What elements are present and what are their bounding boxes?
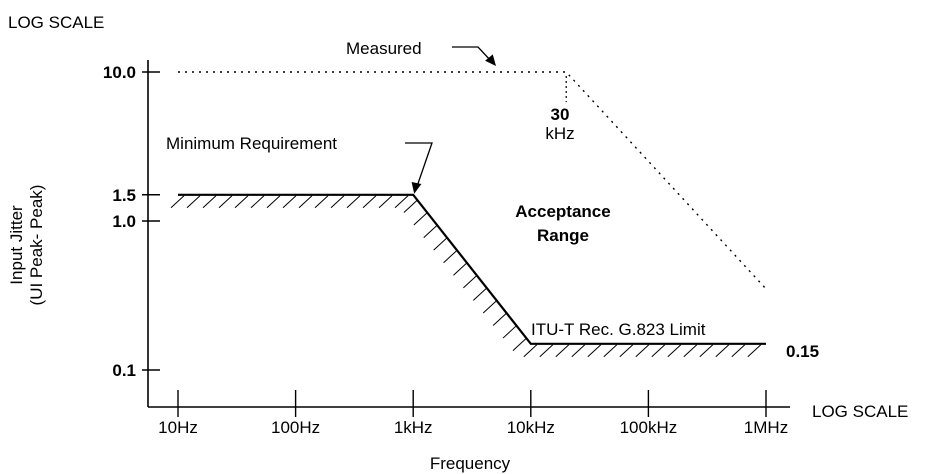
hatch-stroke xyxy=(170,195,185,209)
hatch-stroke xyxy=(218,195,233,209)
corner-frequency-unit: kHz xyxy=(545,124,574,143)
end-value-label: 0.15 xyxy=(786,342,819,361)
hatch-stroke xyxy=(472,288,487,301)
hatch-stroke xyxy=(346,195,361,209)
measured-label: Measured xyxy=(346,39,422,58)
y-tick-label: 0.1 xyxy=(112,361,136,380)
y-tick-label: 10.0 xyxy=(103,63,136,82)
hatch-stroke xyxy=(651,344,666,358)
hatch-stroke xyxy=(699,344,714,358)
hatch-layer xyxy=(170,195,762,358)
hatch-stroke xyxy=(747,344,762,358)
hatch-stroke xyxy=(715,344,730,358)
minimum-arrow-head xyxy=(411,181,422,194)
itu-limit-label: ITU-T Rec. G.823 Limit xyxy=(531,320,706,339)
hatch-stroke xyxy=(266,195,281,209)
y-tick-label: 1.0 xyxy=(112,212,136,231)
hatch-stroke xyxy=(250,195,265,209)
hatch-stroke xyxy=(433,237,447,251)
hatch-stroke xyxy=(234,195,249,209)
hatch-stroke xyxy=(314,195,329,209)
hatch-stroke xyxy=(512,338,527,351)
hatch-stroke xyxy=(423,225,438,238)
hatch-stroke xyxy=(603,344,618,358)
x-tick-label: 10kHz xyxy=(507,418,555,437)
hatch-stroke xyxy=(667,344,682,358)
hatch-stroke xyxy=(555,344,570,358)
hatch-stroke xyxy=(298,195,313,209)
hatch-stroke xyxy=(394,195,409,209)
hatch-stroke xyxy=(539,344,554,358)
hatch-stroke xyxy=(330,195,345,209)
measured-curve xyxy=(178,71,767,290)
series-layer xyxy=(178,71,767,345)
hatch-stroke xyxy=(683,344,698,358)
x-tick-label: 10Hz xyxy=(158,418,198,437)
x-scale-label: LOG SCALE xyxy=(812,402,908,421)
y-scale-label: LOG SCALE xyxy=(8,13,104,32)
hatch-stroke xyxy=(571,344,586,358)
minimum-requirement-label: Minimum Requirement xyxy=(166,134,337,153)
x-tick-label: 1MHz xyxy=(744,418,788,437)
hatch-stroke xyxy=(502,325,517,339)
x-tick-label: 1kHz xyxy=(394,418,433,437)
acceptance-range-label-line2: Range xyxy=(537,226,589,245)
hatch-stroke xyxy=(403,200,418,213)
hatch-stroke xyxy=(619,344,634,358)
minimum-arrow-line xyxy=(405,142,433,189)
measured-arrow-line xyxy=(452,46,493,63)
hatch-stroke xyxy=(453,262,467,276)
hatch-stroke xyxy=(202,195,217,209)
hatch-stroke xyxy=(523,344,538,358)
hatch-stroke xyxy=(482,300,497,314)
hatch-stroke xyxy=(463,275,477,289)
measured-arrow-head xyxy=(485,54,496,66)
acceptance-range-label-line1: Acceptance xyxy=(515,202,610,221)
x-axis-title: Frequency xyxy=(430,454,511,473)
x-tick-label: 100Hz xyxy=(271,418,320,437)
minimum-requirement-curve xyxy=(178,193,766,345)
hatch-stroke xyxy=(731,344,746,358)
hatch-stroke xyxy=(635,344,650,358)
axes-layer: 10Hz 100Hz 1kHz 10kHz 100kHz 1MHz 0.1 1.0 1.5 10.… xyxy=(103,60,790,437)
hatch-stroke xyxy=(282,195,297,209)
hatch-stroke xyxy=(443,250,457,264)
x-tick-label: 100kHz xyxy=(620,418,678,437)
arrow-layer xyxy=(405,46,567,194)
hatch-stroke xyxy=(413,212,428,226)
hatch-stroke xyxy=(378,195,393,209)
y-tick-label: 1.5 xyxy=(112,186,136,205)
hatch-stroke xyxy=(362,195,377,209)
y-axis-title-line1: Input Jitter xyxy=(7,205,26,285)
hatch-stroke xyxy=(186,195,201,209)
hatch-stroke xyxy=(587,344,602,358)
y-axis-title-line2: (UI Peak- Peak) xyxy=(27,185,46,306)
corner-frequency-value: 30 xyxy=(551,105,570,124)
hatch-stroke xyxy=(492,313,507,326)
